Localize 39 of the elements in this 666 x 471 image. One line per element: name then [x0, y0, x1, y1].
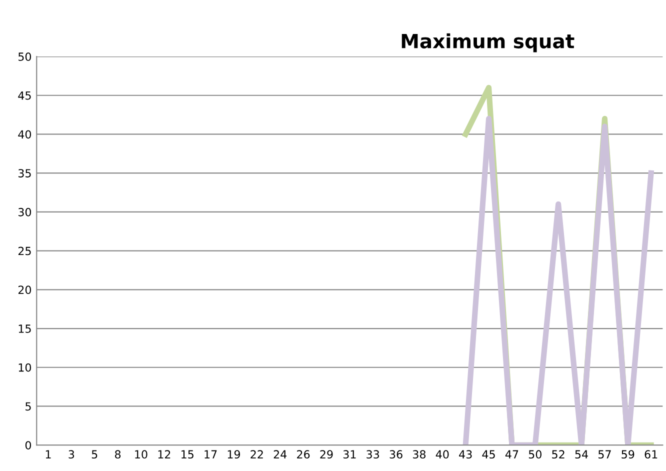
x-tick-label: 36 — [390, 450, 402, 459]
x-tick-label: 40 — [436, 450, 449, 459]
y-tick-label: 15 — [18, 324, 31, 333]
y-tick-label: 50 — [18, 52, 32, 61]
x-tick-label: 61 — [644, 450, 658, 459]
x-tick-label: 3 — [68, 450, 74, 459]
x-tick-label: 52 — [552, 450, 564, 459]
x-tick-label: 38 — [412, 450, 426, 459]
x-tick-label: 57 — [598, 450, 611, 459]
y-tick-label: 25 — [18, 246, 31, 256]
x-tick-label: 22 — [250, 450, 263, 458]
chart-title: Maximum squat — [402, 33, 574, 52]
y-tick-label: 40 — [18, 130, 32, 139]
x-tick-label: 12 — [158, 450, 170, 458]
x-tick-label: 45 — [482, 450, 495, 459]
y-tick-label: 20 — [18, 286, 32, 294]
x-tick-label: 17 — [204, 450, 217, 458]
x-tick-label: 24 — [274, 450, 287, 458]
x-tick-label: 8 — [115, 450, 121, 459]
x-tick-label: 31 — [343, 450, 356, 459]
x-tick-label: 54 — [575, 450, 588, 459]
y-tick-label: 10 — [18, 363, 32, 372]
y-tick-label: 45 — [18, 92, 31, 100]
x-tick-label: 5 — [92, 450, 98, 459]
y-tick-label: 0 — [25, 441, 32, 450]
y-tick-label: 5 — [26, 402, 31, 411]
x-tick-label: 15 — [181, 450, 194, 459]
x-tick-label: 26 — [297, 450, 310, 459]
x-tick-label: 1 — [46, 450, 51, 458]
x-tick-label: 33 — [366, 450, 380, 459]
x-tick-label: 43 — [459, 450, 472, 459]
x-tick-label: 59 — [622, 450, 634, 459]
y-tick-label: 30 — [18, 208, 32, 216]
x-tick-label: 50 — [528, 450, 542, 459]
x-tick-label: 47 — [505, 450, 518, 458]
x-tick-label: 10 — [135, 450, 148, 459]
x-tick-label: 29 — [320, 450, 333, 459]
x-tick-label: 19 — [228, 450, 240, 459]
y-tick-label: 35 — [18, 169, 31, 178]
